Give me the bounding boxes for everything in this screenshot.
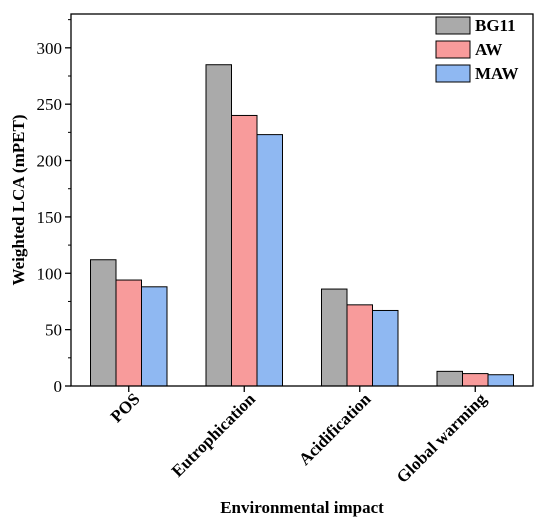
legend-label-aw: AW	[475, 40, 502, 59]
bars-layer	[90, 64, 514, 387]
x-category-label: Eutrophication	[168, 389, 260, 481]
y-tick-label: 250	[37, 95, 63, 114]
y-tick-label: 200	[37, 152, 63, 171]
x-category-label: POS	[107, 389, 144, 426]
legend-swatch-maw	[435, 64, 471, 83]
x-category-label: Global warming	[393, 389, 491, 487]
bar-maw-pos	[141, 286, 168, 387]
bar-aw-pos	[115, 279, 142, 387]
y-axis-title: Weighted LCA (mPET)	[9, 115, 28, 286]
x-axis-title: Environmental impact	[220, 498, 384, 517]
legend-swatch-bg11	[435, 16, 471, 35]
y-tick-label: 300	[37, 39, 63, 58]
y-tick-label: 150	[37, 208, 63, 227]
bar-bg11-eutrophication	[205, 64, 232, 387]
bar-bg11-pos	[90, 259, 117, 387]
bar-maw-eutrophication	[256, 134, 283, 387]
y-tick-label: 50	[45, 321, 62, 340]
axis-layer: 0 50 100 150 200 250 300 POS Eutrophication Acidi…	[37, 13, 534, 487]
bar-maw-global-warming	[487, 374, 514, 387]
legend: BG11 AW MAW	[435, 16, 518, 83]
legend-label-bg11: BG11	[475, 16, 516, 35]
y-tick-label: 0	[54, 377, 63, 396]
bar-maw-acidification	[372, 309, 399, 387]
bar-bg11-global-warming	[436, 370, 463, 387]
legend-swatch-aw	[435, 40, 471, 59]
bar-aw-acidification	[346, 304, 373, 387]
bar-aw-eutrophication	[231, 114, 258, 387]
bar-bg11-acidification	[321, 288, 348, 387]
legend-label-maw: MAW	[475, 64, 518, 83]
plot-frame	[70, 13, 534, 387]
x-category-label: Acidification	[295, 389, 375, 469]
y-tick-label: 100	[37, 264, 63, 283]
bar-aw-global-warming	[462, 373, 489, 387]
